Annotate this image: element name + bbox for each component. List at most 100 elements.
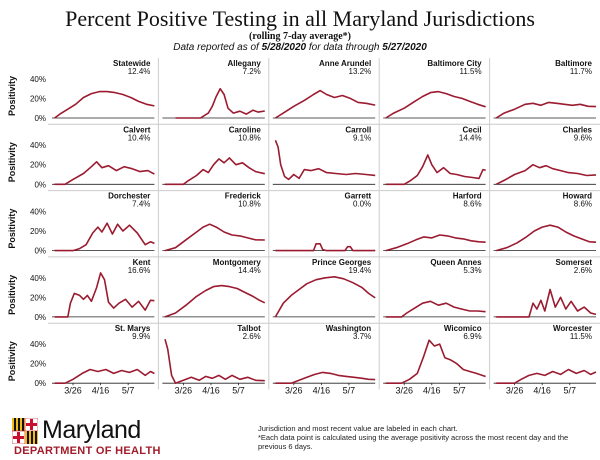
series-line bbox=[164, 338, 265, 384]
x-tick-label: 5/7 bbox=[563, 386, 576, 396]
panel-name-label: Caroline bbox=[229, 125, 262, 134]
panel-name-label: Anne Arundel bbox=[319, 59, 371, 68]
y-tick-label: 40% bbox=[30, 340, 46, 349]
through-date: 5/27/2020 bbox=[382, 42, 427, 53]
series-line bbox=[496, 288, 597, 318]
x-tick-label: 3/26 bbox=[285, 386, 303, 396]
series-line bbox=[175, 87, 265, 119]
panel-value-label: 14.4% bbox=[238, 266, 261, 275]
panel-value-label: 9.6% bbox=[574, 133, 592, 142]
panel-name-label: Frederick bbox=[225, 192, 262, 201]
series-line bbox=[275, 371, 376, 384]
panel-name-label: Garrett bbox=[345, 192, 372, 201]
panel-value-label: 11.7% bbox=[570, 67, 592, 76]
panel-value-label: 13.2% bbox=[349, 67, 372, 76]
panel-value-label: 3.7% bbox=[353, 332, 371, 341]
y-tick-label: 0% bbox=[34, 247, 46, 256]
panel-name-label: Harford bbox=[453, 192, 482, 201]
panel-name-label: Statewide bbox=[113, 59, 151, 68]
panel-value-label: 5.3% bbox=[463, 266, 481, 275]
panel-value-label: 8.6% bbox=[574, 200, 592, 209]
series-line bbox=[495, 163, 597, 186]
panel-value-label: 2.6% bbox=[243, 332, 261, 341]
panel-value-label: 19.4% bbox=[349, 266, 372, 275]
panel-value-label: 9.1% bbox=[353, 133, 371, 142]
panel-value-label: 12.4% bbox=[128, 67, 151, 76]
x-tick-label: 3/26 bbox=[175, 386, 193, 396]
x-tick-label: 5/7 bbox=[122, 386, 135, 396]
panel-value-label: 16.6% bbox=[128, 266, 151, 275]
series-line bbox=[385, 154, 486, 186]
panel-name-label: Charles bbox=[563, 125, 593, 134]
through-prefix: for data through bbox=[306, 42, 383, 53]
series-line bbox=[54, 161, 155, 186]
logo-department: DEPARTMENT OF HEALTH bbox=[14, 445, 161, 457]
footnote-average: *Each data point is calculated using the… bbox=[258, 433, 569, 451]
y-tick-label: 20% bbox=[30, 94, 46, 103]
series-line bbox=[54, 272, 155, 318]
y-axis-label: Positivity bbox=[7, 142, 17, 182]
y-axis-label: Positivity bbox=[7, 76, 17, 116]
series-line bbox=[385, 339, 486, 384]
series-line bbox=[385, 234, 486, 252]
series-line bbox=[165, 157, 265, 186]
panel-value-label: 14.4% bbox=[459, 133, 482, 142]
x-tick-label: 5/7 bbox=[343, 386, 356, 396]
reported-date: 5/28/2020 bbox=[261, 42, 307, 53]
panel-name-label: Queen Annes bbox=[430, 258, 482, 267]
series-line bbox=[385, 90, 486, 119]
y-axis-label: Positivity bbox=[7, 209, 17, 249]
series-line bbox=[496, 368, 597, 384]
reported-prefix: Data reported as of bbox=[173, 42, 262, 53]
panel-name-label: Howard bbox=[563, 192, 592, 201]
logo-wordmark: Maryland bbox=[42, 416, 141, 444]
y-tick-label: 40% bbox=[30, 207, 46, 216]
panel-value-label: 10.4% bbox=[128, 133, 151, 142]
panel-value-label: 0.0% bbox=[353, 200, 371, 209]
mdh-logo: Maryland DEPARTMENT OF HEALTH bbox=[12, 414, 192, 458]
y-axis-label: Positivity bbox=[7, 275, 17, 315]
y-tick-label: 20% bbox=[30, 227, 46, 236]
series-line bbox=[54, 222, 155, 252]
panel-value-label: 2.6% bbox=[574, 266, 592, 275]
y-tick-label: 0% bbox=[34, 114, 46, 123]
panel-name-label: Allegany bbox=[227, 59, 261, 68]
y-tick-label: 40% bbox=[30, 75, 46, 84]
panel-name-label: Wicomico bbox=[444, 324, 482, 333]
x-tick-label: 4/16 bbox=[423, 386, 441, 396]
y-tick-label: 0% bbox=[34, 180, 46, 189]
panel-value-label: 7.4% bbox=[132, 200, 150, 209]
x-tick-label: 3/26 bbox=[64, 386, 82, 396]
series-line bbox=[274, 140, 376, 181]
panel-name-label: St. Marys bbox=[115, 324, 151, 333]
panel-name-label: Baltimore City bbox=[427, 59, 482, 68]
series-line bbox=[385, 300, 486, 318]
x-tick-label: 3/26 bbox=[395, 386, 413, 396]
panel-name-label: Washington bbox=[326, 324, 372, 333]
series-line bbox=[54, 368, 155, 384]
panel-value-label: 11.5% bbox=[570, 332, 592, 341]
panel-name-label: Somerset bbox=[556, 258, 593, 267]
maryland-flag-icon bbox=[12, 418, 38, 444]
y-tick-label: 20% bbox=[30, 293, 46, 302]
chart-subtitle: (rolling 7-day average*) bbox=[248, 31, 352, 42]
panel-value-label: 9.9% bbox=[132, 332, 150, 341]
